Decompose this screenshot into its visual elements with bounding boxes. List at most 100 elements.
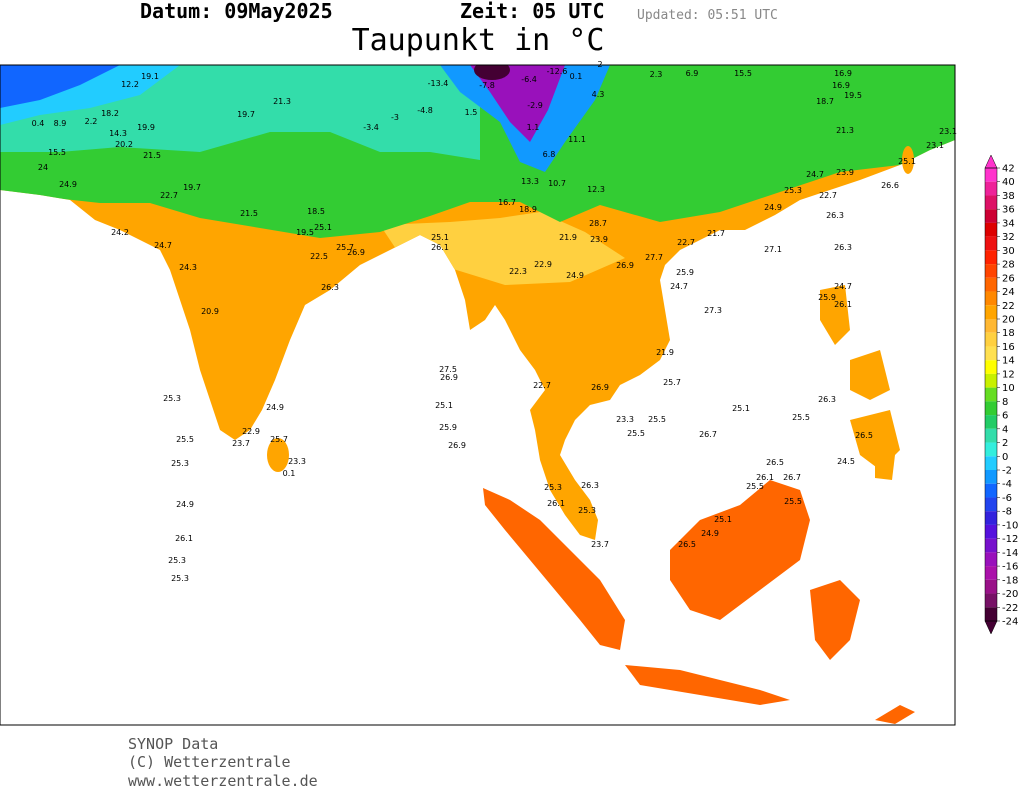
colorbar-label: 8 xyxy=(1002,397,1008,408)
station-value: 21.3 xyxy=(836,126,854,135)
station-value: 16.7 xyxy=(498,198,516,207)
station-value: 21.9 xyxy=(559,233,577,242)
colorbar-label: -8 xyxy=(1002,507,1012,518)
station-value: 19.5 xyxy=(844,91,862,100)
station-value: 4.3 xyxy=(592,90,605,99)
station-value: 25.9 xyxy=(439,423,457,432)
colorbar-label: 12 xyxy=(1002,369,1015,380)
station-value: 22.7 xyxy=(819,191,837,200)
station-value: -13.4 xyxy=(428,79,449,88)
colorbar-segment xyxy=(985,511,997,525)
station-value: 24.7 xyxy=(154,241,172,250)
station-value: 26.1 xyxy=(834,300,852,309)
station-value: 22.9 xyxy=(534,260,552,269)
footer-line: SYNOP Data xyxy=(128,735,218,753)
station-value: 27.1 xyxy=(764,245,782,254)
colorbar-segment xyxy=(985,497,997,512)
station-value: 21.7 xyxy=(707,229,725,238)
colorbar-segment xyxy=(985,566,997,580)
colorbar-label: 2 xyxy=(1002,438,1008,449)
station-value: 26.5 xyxy=(678,540,696,549)
station-value: 6.8 xyxy=(543,150,556,159)
station-value: 23.7 xyxy=(232,439,250,448)
colorbar-segment xyxy=(985,264,997,278)
station-value: 15.5 xyxy=(734,69,752,78)
station-value: 18.7 xyxy=(816,97,834,106)
colorbar-label: 22 xyxy=(1002,301,1015,312)
station-value: 23.9 xyxy=(590,235,608,244)
colorbar-label: 16 xyxy=(1002,342,1015,353)
station-value: 20.9 xyxy=(201,307,219,316)
colorbar-label: 6 xyxy=(1002,411,1008,422)
station-value: 25.9 xyxy=(676,268,694,277)
station-value: -7.8 xyxy=(479,81,495,90)
station-value: 21.5 xyxy=(240,209,258,218)
colorbar-label: 10 xyxy=(1002,383,1015,394)
footer-line: www.wetterzentrale.de xyxy=(128,772,318,787)
station-value: 23.9 xyxy=(836,168,854,177)
station-value: -2.9 xyxy=(527,101,543,110)
colorbar-label: 32 xyxy=(1002,232,1015,243)
station-value: 0.1 xyxy=(283,469,296,478)
colorbar-segment xyxy=(985,277,997,292)
station-value: 18.2 xyxy=(101,109,119,118)
colorbar-frame xyxy=(984,167,998,622)
colorbar-segment xyxy=(985,222,997,237)
station-value: 25.1 xyxy=(898,157,916,166)
station-value: 27.7 xyxy=(645,253,663,262)
station-value: 6.9 xyxy=(686,69,699,78)
station-value: 1.5 xyxy=(465,108,478,117)
colorbar-segment xyxy=(985,250,997,265)
colorbar-segment xyxy=(985,236,997,251)
colorbar-segment xyxy=(985,483,997,498)
colorbar-segment xyxy=(985,291,997,306)
colorbar-label: 30 xyxy=(1002,246,1015,257)
station-value: 26.9 xyxy=(347,248,365,257)
station-value: -3.4 xyxy=(363,123,379,132)
station-value: 25.3 xyxy=(171,459,189,468)
colorbar-label: 28 xyxy=(1002,260,1015,271)
colorbar-label: -24 xyxy=(1002,617,1018,628)
islands xyxy=(267,146,915,724)
colorbar-segment xyxy=(985,524,997,539)
colorbar-label: 26 xyxy=(1002,273,1015,284)
station-value: 26.1 xyxy=(175,534,193,543)
station-value: 19.7 xyxy=(183,183,201,192)
station-value: 25.5 xyxy=(792,413,810,422)
station-value: 22.5 xyxy=(310,252,328,261)
colorbar-label: 0 xyxy=(1002,452,1008,463)
station-value: 22.3 xyxy=(509,267,527,276)
station-value: 0.1 xyxy=(570,72,583,81)
station-value: 19.1 xyxy=(141,72,159,81)
colorbar-label: 42 xyxy=(1002,164,1015,175)
station-value: 23.3 xyxy=(288,457,306,466)
colorbar-segment xyxy=(985,607,997,621)
station-value: 24.9 xyxy=(176,500,194,509)
station-value: 23.1 xyxy=(939,127,957,136)
station-value: 12.2 xyxy=(121,80,139,89)
station-value: 21.5 xyxy=(143,151,161,160)
colorbar-segment xyxy=(985,319,997,333)
colorbar-segment xyxy=(985,195,997,210)
station-value: 25.3 xyxy=(784,186,802,195)
colorbar-segment xyxy=(985,373,997,388)
date-line: Datum: 09May2025 xyxy=(140,0,333,23)
station-value: 26.1 xyxy=(547,499,565,508)
station-value: 25.1 xyxy=(732,404,750,413)
station-value: 25.3 xyxy=(163,394,181,403)
colorbar-segment xyxy=(985,387,997,402)
colorbar-label: -16 xyxy=(1002,562,1018,573)
station-value: 26.3 xyxy=(818,395,836,404)
station-value: 26.9 xyxy=(448,441,466,450)
colorbar-segment xyxy=(985,552,997,567)
station-value: 10.7 xyxy=(548,179,566,188)
station-value: 24.7 xyxy=(834,282,852,291)
station-value: 25.7 xyxy=(270,435,288,444)
station-value: 26.5 xyxy=(766,458,784,467)
colorbar-label: 34 xyxy=(1002,218,1015,229)
colorbar-segment xyxy=(985,168,997,182)
station-value: 26.7 xyxy=(783,473,801,482)
station-value: 28.7 xyxy=(589,219,607,228)
colorbar-label: -12 xyxy=(1002,534,1018,545)
